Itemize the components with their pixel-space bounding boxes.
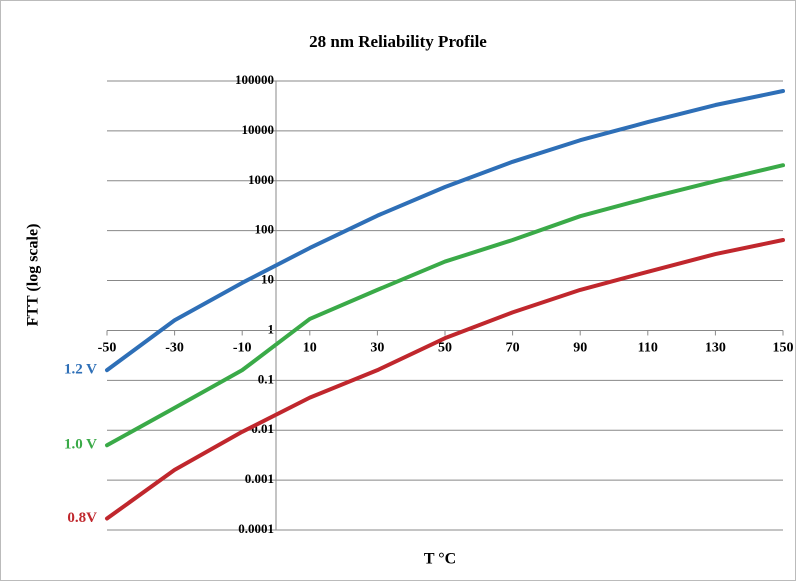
x-tick-label: 150 [773,341,794,356]
x-tick-label: 130 [705,341,726,356]
x-tick-label: -10 [233,341,252,356]
y-axis-label: FTT (log scale) [25,224,42,327]
y-tick-label: 10000 [242,122,275,137]
line-series [105,238,785,521]
x-tick-label: 70 [506,341,520,356]
x-tick-label: 110 [638,341,658,356]
x-tick-label: -50 [98,341,117,356]
series-label: 1.2 V [64,362,97,378]
x-tick-label: 90 [573,341,587,356]
x-tick-label: 10 [303,341,317,356]
y-tick-label: 0.1 [258,371,274,386]
series-label: 0.8V [67,510,97,526]
y-tick-label: 1 [268,321,275,336]
x-tick-label: 30 [370,341,384,356]
line-series [105,89,785,373]
x-tick-label: -30 [165,341,184,356]
y-tick-label: 10 [261,272,274,287]
y-tick-label: 100 [255,222,275,237]
series-label: 1.0 V [64,437,97,453]
y-tick-label: 1000 [248,172,274,187]
y-tick-label: 0.0001 [238,521,274,536]
chart-title: 28 nm Reliability Profile [309,32,487,51]
y-tick-label: 100000 [235,72,274,87]
y-tick-label: 0.001 [245,471,274,486]
x-axis-label: T °C [424,551,456,568]
x-tick-label: 50 [438,341,452,356]
line-series [105,163,785,448]
